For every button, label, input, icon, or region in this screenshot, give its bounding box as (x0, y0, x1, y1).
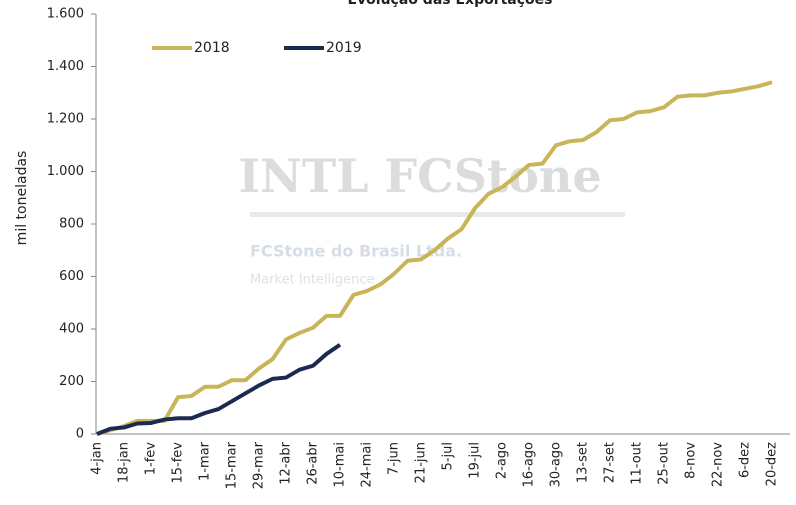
x-tick-label: 30-ago (549, 442, 564, 487)
y-tick-label: 200 (59, 374, 84, 389)
watermark-company: FCStone do Brasil Ltda. (250, 242, 462, 261)
x-tick-label: 15-fev (171, 442, 186, 484)
x-tick-label: 15-mar (225, 441, 240, 489)
x-tick-label: 24-mai (360, 442, 375, 487)
y-tick-label: 1.600 (47, 7, 84, 22)
x-tick-label: 26-abr (306, 441, 321, 484)
x-tick-label: 13-set (576, 442, 591, 483)
series-line (96, 80, 773, 436)
chart-title: Evolução das Exportações (347, 0, 552, 8)
y-tick-label: 1.400 (47, 59, 84, 74)
watermark-bar (250, 212, 625, 217)
watermark-unit: Market Intelligence (250, 273, 374, 288)
x-tick-label: 4-jan (90, 442, 105, 475)
x-tick-label: 22-nov (711, 442, 726, 487)
x-tick-label: 8-nov (684, 442, 699, 479)
y-tick-label: 0 (76, 427, 84, 442)
y-axis-label: mil toneladas (14, 151, 30, 246)
series-line (96, 343, 342, 436)
x-tick-label: 6-dez (738, 442, 753, 478)
x-tick-label: 5-jul (441, 442, 456, 470)
x-tick-label: 27-set (603, 442, 618, 483)
x-tick-label: 25-out (657, 442, 672, 485)
x-tick-label: 12-abr (279, 441, 294, 484)
x-tick-label: 16-ago (522, 442, 537, 487)
x-tick-label: 10-mai (333, 442, 348, 487)
x-tick-label: 1-fev (144, 442, 159, 476)
x-tick-label: 29-mar (252, 441, 267, 489)
legend-label: 2018 (194, 40, 230, 56)
x-tick-label: 2-ago (495, 442, 510, 479)
y-tick-label: 800 (59, 217, 84, 232)
y-tick-label: 1.200 (47, 112, 84, 127)
x-tick-label: 1-mar (198, 441, 213, 481)
legend-label: 2019 (326, 40, 362, 56)
x-tick-label: 20-dez (765, 442, 780, 486)
y-tick-label: 400 (59, 322, 84, 337)
watermark-brand: INTL FCStone (238, 149, 601, 203)
y-tick-label: 600 (59, 269, 84, 284)
x-tick-label: 21-jun (414, 442, 429, 483)
x-tick-label: 19-jul (468, 442, 483, 479)
y-tick-label: 1.000 (47, 164, 84, 179)
x-tick-label: 18-jan (117, 442, 132, 483)
x-tick-label: 7-jun (387, 442, 402, 475)
x-tick-label: 11-out (630, 442, 645, 485)
